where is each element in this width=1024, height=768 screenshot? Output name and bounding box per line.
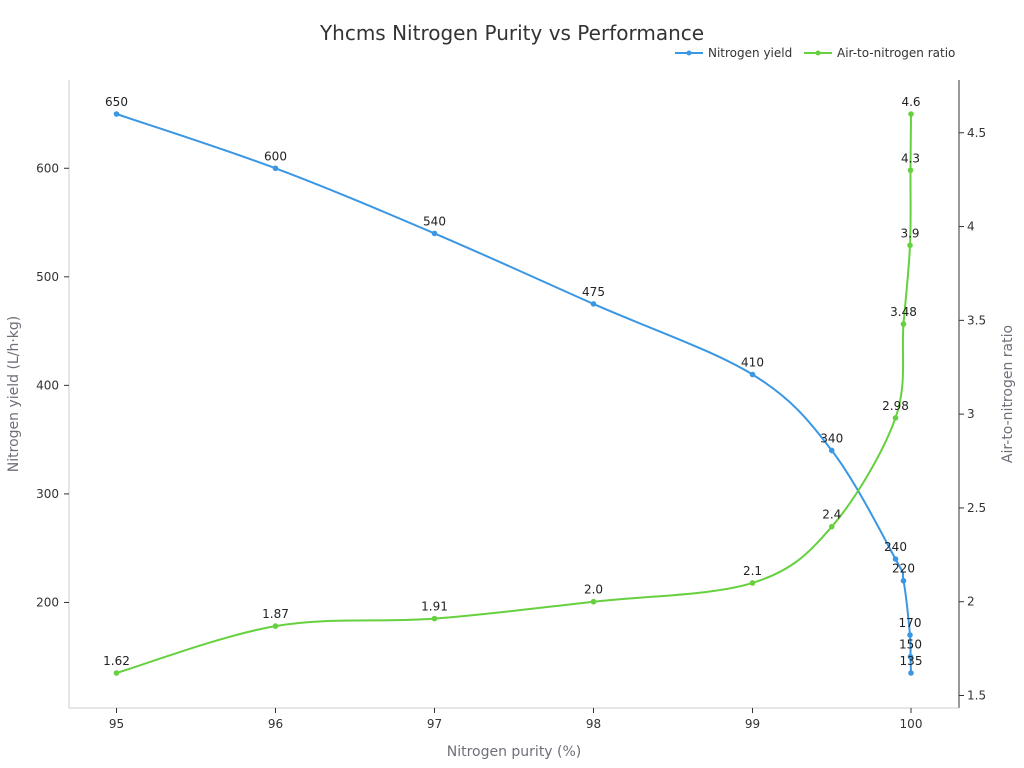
y-left-tick-label: 300 — [36, 487, 59, 501]
nitrogen-yield-data-label: 650 — [105, 95, 128, 109]
nitrogen-yield-data-label: 340 — [820, 431, 843, 445]
nitrogen-yield-data-label: 220 — [892, 562, 915, 576]
air-to-nitrogen-ratio-point[interactable] — [113, 670, 120, 676]
air-to-nitrogen-ratio-data-label: 2.1 — [743, 564, 762, 578]
y-left-tick-label: 400 — [36, 378, 59, 392]
y-right-tick-label: 4 — [967, 220, 975, 234]
legend-label: Nitrogen yield — [708, 46, 792, 60]
air-to-nitrogen-ratio-point[interactable] — [828, 523, 835, 530]
air-to-nitrogen-ratio-point[interactable] — [590, 598, 597, 605]
air-to-nitrogen-ratio-point[interactable] — [749, 580, 756, 586]
nitrogen-yield-point[interactable] — [272, 165, 279, 172]
series-lines — [116, 113, 912, 674]
x-tick-label: 98 — [586, 717, 601, 731]
air-to-nitrogen-ratio-point[interactable] — [908, 111, 914, 117]
y-right-tick-label: 3 — [967, 407, 975, 421]
nitrogen-yield-data-label: 240 — [884, 540, 907, 554]
legend-label: Air-to-nitrogen ratio — [837, 46, 955, 60]
air-to-nitrogen-ratio-point[interactable] — [892, 415, 899, 421]
nitrogen-yield-data-label: 135 — [900, 654, 923, 668]
nitrogen-yield-point[interactable] — [113, 111, 120, 117]
nitrogen-yield-point[interactable] — [590, 301, 597, 307]
air-to-nitrogen-ratio-point[interactable] — [431, 615, 438, 622]
y-right-tick-label: 2 — [967, 595, 975, 609]
air-to-nitrogen-ratio-point[interactable] — [272, 623, 279, 629]
y-left-tick-label: 600 — [36, 161, 59, 175]
nitrogen-yield-data-label: 150 — [899, 638, 922, 652]
series-points — [113, 111, 914, 676]
nitrogen-yield-data-label: 475 — [582, 285, 605, 299]
nitrogen-yield-point[interactable] — [907, 632, 913, 638]
nitrogen-yield-data-label: 600 — [264, 149, 287, 163]
air-to-nitrogen-ratio-data-label: 1.62 — [103, 654, 130, 668]
air-to-nitrogen-ratio-point[interactable] — [900, 321, 907, 327]
legend-swatch-dot — [815, 50, 821, 56]
nitrogen-yield-point[interactable] — [749, 371, 756, 378]
legend-swatch-dot — [686, 50, 692, 56]
chart-title: Yhcms Nitrogen Purity vs Performance — [319, 21, 704, 45]
air-to-nitrogen-ratio-point[interactable] — [907, 167, 914, 174]
x-tick-label: 97 — [427, 717, 442, 731]
air-to-nitrogen-ratio-data-label: 2.0 — [584, 583, 603, 597]
nitrogen-yield-point[interactable] — [828, 447, 835, 454]
x-axis-label: Nitrogen purity (%) — [447, 744, 582, 760]
nitrogen-yield-data-label: 540 — [423, 214, 446, 228]
y-right-tick-label: 1.5 — [967, 689, 986, 703]
nitrogen-yield-point[interactable] — [892, 556, 899, 562]
y-right-tick-label: 4.5 — [967, 126, 986, 140]
nitrogen-yield-data-label: 410 — [741, 356, 764, 370]
nitrogen-yield-point[interactable] — [908, 670, 914, 676]
nitrogen-yield-data-label: 170 — [899, 616, 922, 630]
x-tick-label: 100 — [900, 717, 923, 731]
nitrogen-yield-point[interactable] — [431, 230, 438, 237]
x-tick-label: 99 — [745, 717, 760, 731]
legend-item-nitrogen-yield[interactable]: Nitrogen yield — [675, 46, 792, 60]
air-to-nitrogen-ratio-data-label: 4.6 — [901, 95, 920, 109]
legend-item-air-to-nitrogen-ratio[interactable]: Air-to-nitrogen ratio — [804, 46, 955, 60]
air-to-nitrogen-ratio-data-label: 1.87 — [262, 607, 289, 621]
axes: 95 96 97 98 99 100 200 300 400 500 600 1.5 2 2.5 3 3.5 4… — [36, 80, 986, 731]
y-right-tick-label: 3.5 — [967, 313, 986, 327]
air-to-nitrogen-ratio-data-label: 3.9 — [900, 226, 919, 240]
series-labels: 650 600 540 475 410 340 240 220 170 150 135 1.62 1.8… — [103, 95, 922, 668]
air-to-nitrogen-ratio-data-label: 1.91 — [421, 600, 448, 614]
nitrogen-yield-point[interactable] — [900, 577, 907, 584]
x-tick-label: 96 — [268, 717, 283, 731]
air-to-nitrogen-ratio-data-label: 4.3 — [901, 151, 920, 165]
legend[interactable]: Nitrogen yield Air-to-nitrogen ratio — [675, 46, 955, 60]
y-right-tick-label: 2.5 — [967, 501, 986, 515]
nitrogen-yield-point[interactable] — [907, 653, 914, 660]
y-left-tick-label: 200 — [36, 595, 59, 609]
series-line-nitrogen-yield[interactable] — [116, 113, 912, 674]
y-axis-label-right: Air-to-nitrogen ratio — [1000, 325, 1016, 463]
y-left-tick-label: 500 — [36, 270, 59, 284]
air-to-nitrogen-ratio-point[interactable] — [907, 242, 913, 249]
y-axis-label-left: Nitrogen yield (L/h·kg) — [6, 316, 22, 472]
series-line-air-to-nitrogen-ratio[interactable] — [116, 113, 912, 674]
x-tick-label: 95 — [109, 717, 124, 731]
air-to-nitrogen-ratio-data-label: 2.4 — [822, 508, 841, 522]
air-to-nitrogen-ratio-data-label: 2.98 — [882, 399, 909, 413]
air-to-nitrogen-ratio-data-label: 3.48 — [890, 305, 917, 319]
